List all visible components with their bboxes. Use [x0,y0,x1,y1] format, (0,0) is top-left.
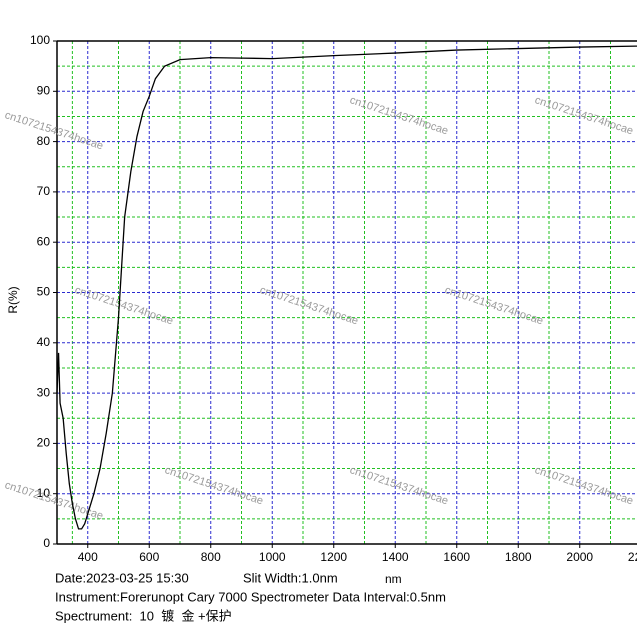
instrument: Instrument:Forerunopt Cary 7000 Spectrom… [55,589,446,604]
y-axis-label: R(%) [6,286,20,313]
y-tick-label: 90 [37,83,51,97]
x-tick-label: 400 [78,550,98,564]
y-tick-label: 0 [43,536,50,550]
y-tick-label: 80 [37,134,51,148]
watermark: cn1072154374hocae [533,464,634,507]
y-tick-label: 30 [37,385,51,399]
watermark: cn1072154374hocae [3,109,104,152]
y-tick-label: 70 [37,184,51,198]
watermark: cn1072154374hocae [258,284,359,327]
y-tick-label: 50 [37,285,51,299]
watermark: cn1072154374hocae [163,464,264,507]
x-axis-label: nm [385,572,402,586]
x-tick-label: 1400 [382,550,409,564]
x-tick-label: 800 [201,550,221,564]
x-tick-label: 1600 [443,550,470,564]
watermark: cn1072154374hocae [73,284,174,327]
y-tick-label: 40 [37,335,51,349]
data-line [56,45,637,530]
x-tick-label: 1800 [505,550,532,564]
date: Date:2023-03-25 15:30 [55,570,189,585]
y-tick-label: 100 [30,33,50,47]
spectrument: Spectrument: 10 镀 金 +保护 [55,608,232,623]
watermark: cn1072154374hocae [348,94,449,137]
y-tick-label: 20 [37,436,51,450]
watermark: cn1072154374hocae [3,479,104,522]
x-tick-label: 2000 [566,550,593,564]
x-tick-label: 600 [139,550,159,564]
y-tick-label: 10 [37,486,51,500]
slit-width: Slit Width:1.0nm [243,570,338,585]
x-tick-label: 1000 [259,550,286,564]
watermark: cn1072154374hocae [348,464,449,507]
x-tick-label: 2200 [628,550,637,564]
watermark: cn1072154374hocae [533,94,634,137]
x-tick-label: 1200 [320,550,347,564]
watermark: cn1072154374hocae [443,284,544,327]
y-tick-label: 60 [37,234,51,248]
